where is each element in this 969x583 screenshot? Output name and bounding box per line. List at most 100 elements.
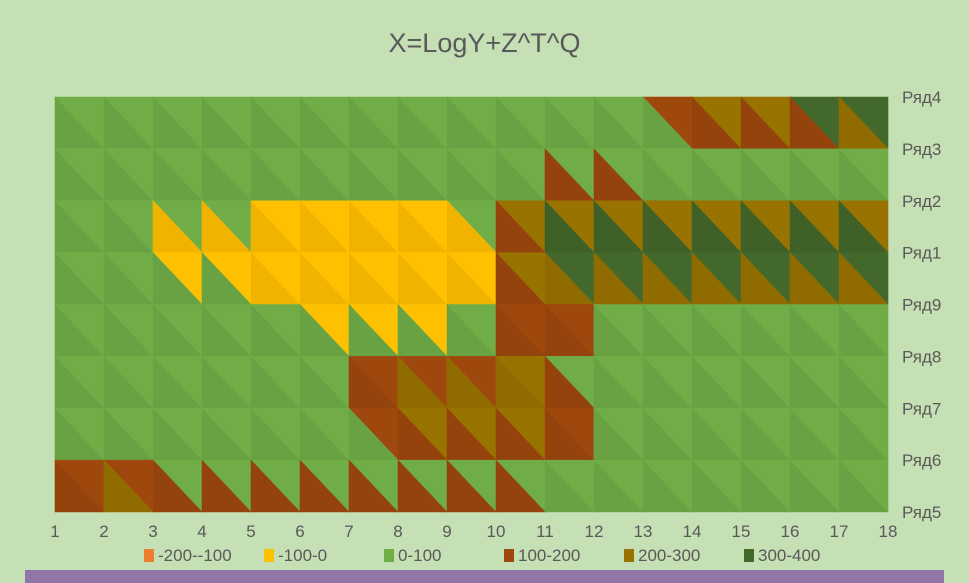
surface-shade — [545, 97, 594, 149]
surface-shade — [447, 252, 496, 305]
x-tick-label: 1 — [50, 522, 59, 541]
surface-shade — [643, 408, 692, 461]
surface-shade — [300, 304, 349, 357]
surface-shade — [594, 97, 643, 149]
surface-shade — [447, 356, 496, 409]
surface-shade — [643, 252, 692, 305]
surface-shade — [55, 460, 104, 512]
surface-shade — [692, 408, 741, 461]
x-tick-label: 5 — [246, 522, 255, 541]
surface-shade — [496, 200, 545, 253]
surface-shade — [202, 408, 251, 461]
surface-shade — [104, 408, 153, 461]
surface-shade — [104, 97, 153, 149]
surface-shade — [349, 252, 398, 305]
surface-shade — [594, 148, 643, 201]
surface-cell — [789, 459, 840, 513]
x-tick-label: 13 — [634, 522, 653, 541]
surface-shade — [202, 460, 251, 512]
surface-shade — [251, 97, 300, 149]
surface-shade — [300, 460, 349, 512]
surface-shade — [153, 148, 202, 201]
surface-shade — [104, 252, 153, 305]
legend-swatch — [744, 549, 754, 562]
surface-shade — [398, 148, 447, 201]
surface-shade — [643, 148, 692, 201]
surface-shade — [55, 356, 104, 409]
surface-shade — [153, 200, 202, 253]
surface-shade — [790, 148, 839, 201]
surface-shade — [55, 304, 104, 357]
surface-cell — [250, 459, 301, 513]
surface-shade — [398, 408, 447, 461]
surface-shade — [202, 356, 251, 409]
surface-shade — [741, 148, 790, 201]
surface-shade — [839, 148, 888, 201]
surface-shade — [594, 304, 643, 357]
x-tick-label: 9 — [442, 522, 451, 541]
surface-shade — [741, 97, 790, 149]
purple-bar — [25, 570, 944, 583]
surface-cell — [593, 459, 644, 513]
surface-cell — [201, 459, 252, 513]
surface-shade — [594, 460, 643, 512]
surface-shade — [790, 408, 839, 461]
surface-shade — [790, 252, 839, 305]
x-tick-label: 6 — [295, 522, 304, 541]
surface-shade — [202, 97, 251, 149]
surface-cell — [740, 459, 791, 513]
surface-cell — [544, 459, 595, 513]
surface-shade — [104, 356, 153, 409]
legend-label: 100-200 — [518, 546, 580, 565]
surface-shade — [545, 304, 594, 357]
surface-shade — [202, 252, 251, 305]
surface-shade — [692, 356, 741, 409]
surface-shade — [104, 200, 153, 253]
surface-cell — [838, 459, 889, 513]
surface-shade — [300, 252, 349, 305]
x-tick-label: 2 — [99, 522, 108, 541]
surface-shade — [741, 460, 790, 512]
surface-shade — [153, 356, 202, 409]
surface-shade — [300, 200, 349, 253]
surface-shade — [839, 460, 888, 512]
surface-shade — [692, 304, 741, 357]
y-tick-label: Ряд7 — [902, 399, 941, 418]
legend-label: 200-300 — [638, 546, 700, 565]
surface-shade — [251, 408, 300, 461]
surface-shade — [496, 356, 545, 409]
y-tick-label: Ряд2 — [902, 192, 941, 211]
surface-shade — [741, 200, 790, 253]
surface-shade — [55, 252, 104, 305]
surface-shade — [104, 460, 153, 512]
x-tick-label: 7 — [344, 522, 353, 541]
surface-shade — [202, 200, 251, 253]
x-tick-label: 17 — [830, 522, 849, 541]
surface-cell — [152, 459, 203, 513]
surface-shade — [300, 97, 349, 149]
surface-shade — [398, 460, 447, 512]
chart-title: X=LogY+Z^T^Q — [388, 28, 581, 58]
surface-shade — [349, 356, 398, 409]
x-tick-label: 15 — [732, 522, 751, 541]
surface-shade — [202, 148, 251, 201]
surface-shade — [839, 356, 888, 409]
surface-shade — [55, 148, 104, 201]
surface-shade — [349, 200, 398, 253]
surface-shade — [643, 460, 692, 512]
x-tick-label: 4 — [197, 522, 206, 541]
x-tick-label: 14 — [683, 522, 702, 541]
surface-cell — [495, 459, 546, 513]
surface-shade — [104, 304, 153, 357]
y-tick-label: Ряд1 — [902, 244, 941, 263]
surface-shade — [643, 97, 692, 149]
surface-shade — [447, 304, 496, 357]
surface-shade — [839, 97, 888, 149]
y-tick-label: Ряд9 — [902, 296, 941, 315]
surface-shade — [594, 408, 643, 461]
x-tick-label: 12 — [585, 522, 604, 541]
surface-shade — [104, 148, 153, 201]
surface-shade — [251, 460, 300, 512]
surface-cell — [348, 459, 399, 513]
x-tick-label: 3 — [148, 522, 157, 541]
